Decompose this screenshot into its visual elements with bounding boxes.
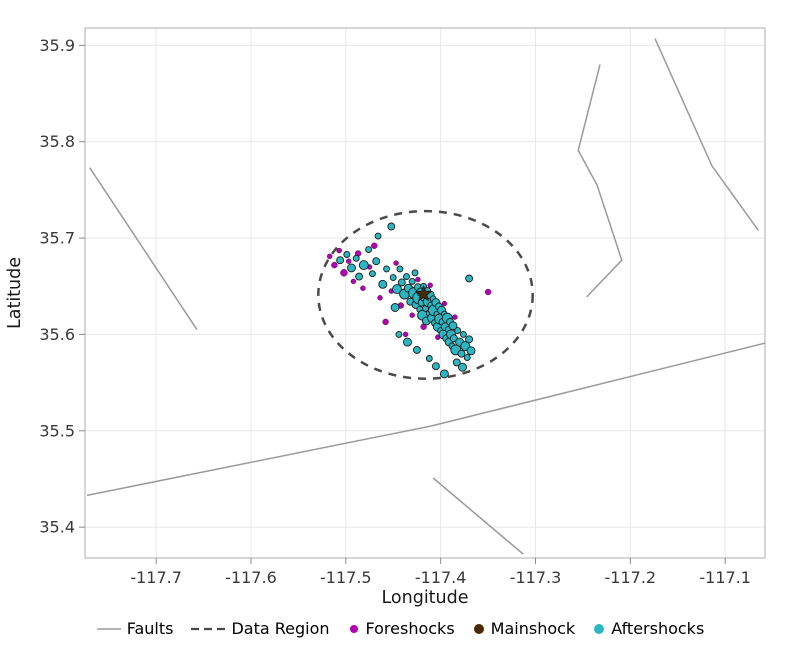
- legend-label-aftershocks: Aftershocks: [611, 619, 705, 638]
- svg-text:-117.3: -117.3: [510, 568, 562, 587]
- x-axis-label: Longitude: [381, 588, 469, 608]
- legend-item-foreshocks: Foreshocks: [347, 619, 455, 638]
- legend-item-mainshock: Mainshock: [472, 619, 576, 638]
- data-region-dashed-swatch: [191, 627, 226, 630]
- legend-item-aftershocks: Aftershocks: [592, 619, 704, 638]
- faults-line-swatch: [96, 627, 121, 630]
- data-region-ellipse: [317, 209, 534, 380]
- svg-text:-117.2: -117.2: [605, 568, 657, 587]
- aftershocks-layer: [336, 222, 476, 379]
- svg-text:-117.4: -117.4: [415, 568, 467, 587]
- legend-label-foreshocks: Foreshocks: [365, 619, 455, 638]
- svg-text:35.5: 35.5: [39, 421, 75, 440]
- legend-label-mainshock: Mainshock: [490, 619, 576, 638]
- svg-text:35.9: 35.9: [39, 36, 75, 55]
- aftershocks-dot-swatch: [594, 623, 605, 634]
- y-axis-ticks: 35.4 35.5 35.6 35.7 35.8 35.9: [39, 36, 85, 537]
- svg-text:35.4: 35.4: [39, 518, 75, 537]
- svg-text:-117.7: -117.7: [130, 568, 182, 587]
- legend: Faults Data Region Foreshocks Mainshock …: [0, 619, 800, 638]
- x-axis-ticks: -117.7 -117.6 -117.5 -117.4 -117.3 -117.2 -117…: [130, 558, 751, 587]
- legend-item-faults: Faults: [96, 619, 174, 638]
- svg-text:-117.1: -117.1: [699, 568, 751, 587]
- svg-text:-117.6: -117.6: [225, 568, 277, 587]
- svg-text:-117.5: -117.5: [320, 568, 372, 587]
- svg-text:35.8: 35.8: [39, 132, 75, 151]
- faults-layer: [86, 38, 766, 555]
- plot-frame: [84, 27, 766, 559]
- legend-label-data-region: Data Region: [231, 619, 330, 638]
- svg-text:35.7: 35.7: [39, 229, 75, 248]
- svg-text:35.6: 35.6: [39, 325, 75, 344]
- y-axis-label: Latitude: [5, 256, 25, 330]
- foreshocks-dot-swatch: [349, 624, 358, 633]
- legend-label-faults: Faults: [126, 619, 174, 638]
- gridlines: [85, 28, 765, 558]
- mainshock-dot-swatch: [473, 623, 484, 634]
- legend-item-data-region: Data Region: [190, 619, 330, 638]
- mainshock-marker: [414, 284, 433, 302]
